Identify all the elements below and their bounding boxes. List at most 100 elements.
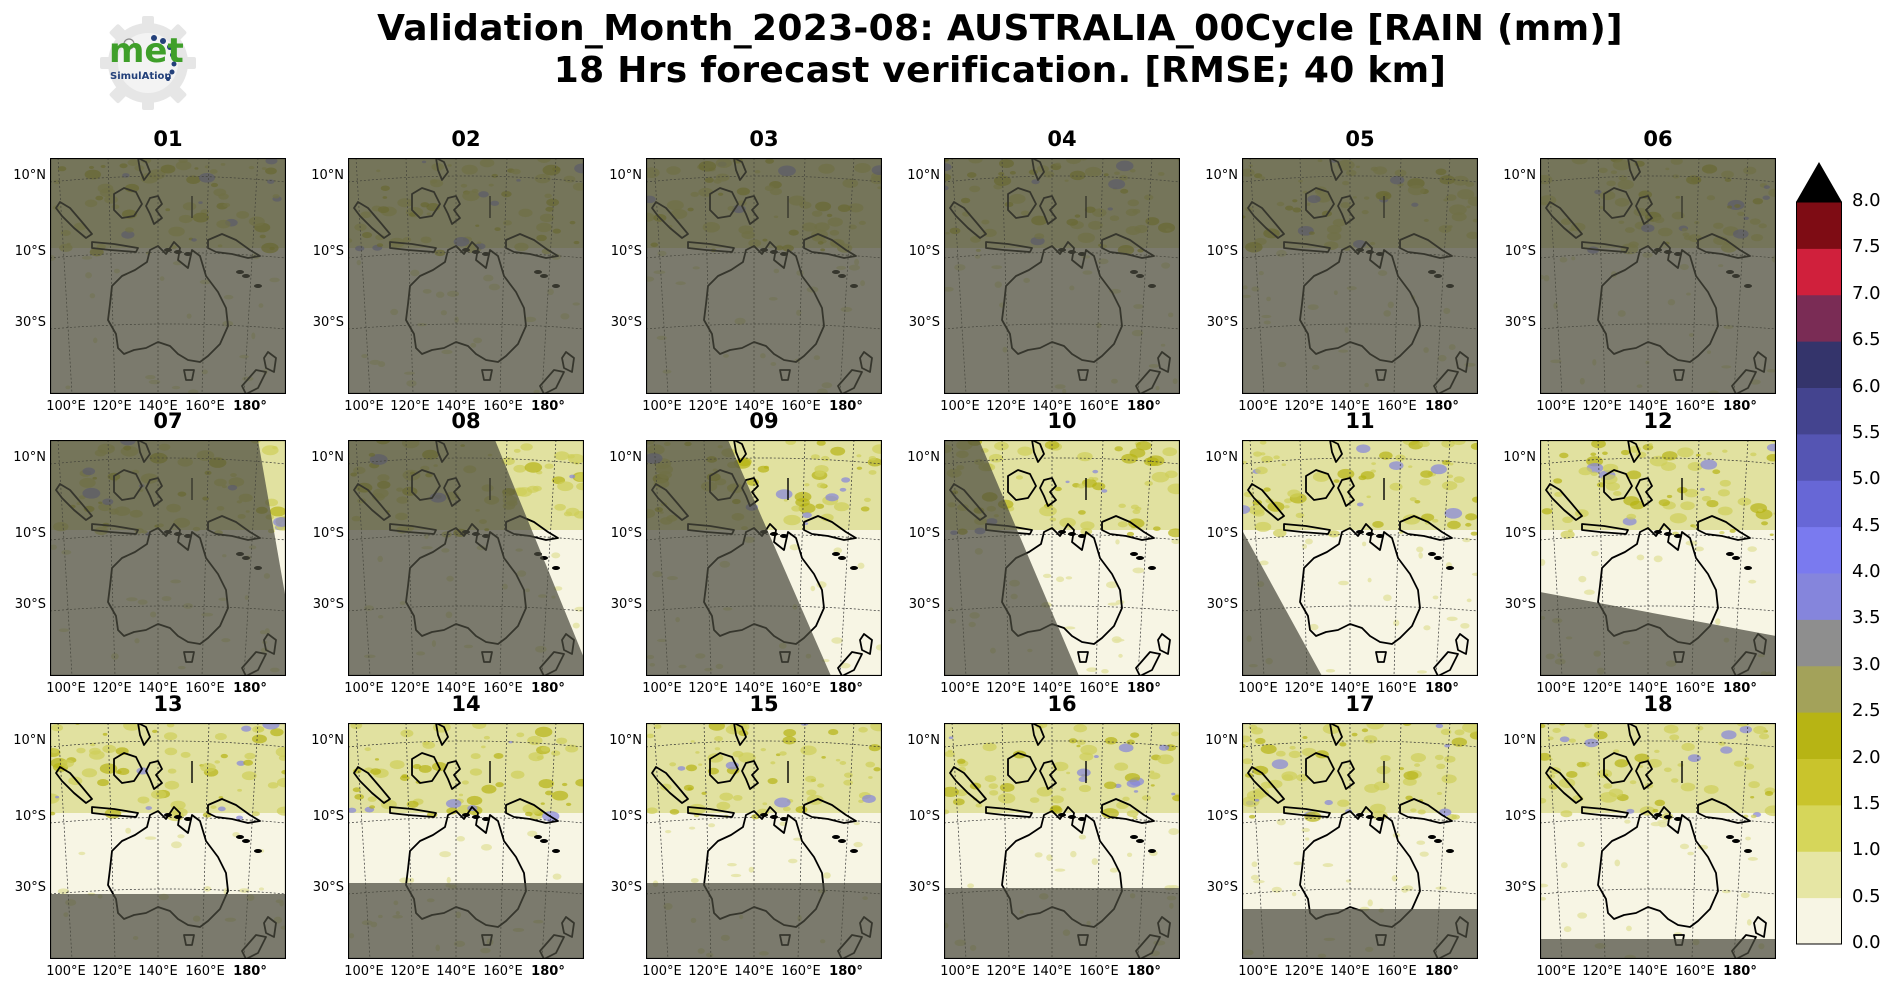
colorbar-segment (1796, 433, 1842, 481)
longitude-label: 140°E (1330, 964, 1370, 979)
map-area (1540, 158, 1776, 394)
longitude-label: 100°E (642, 399, 682, 414)
night-shadow (1540, 592, 1776, 676)
latitude-label: 10°N (1205, 450, 1238, 465)
map-panel: 15 10°N 10°S 30°S 100°E 120°E 140°E 160°E 180° (609, 692, 882, 979)
colorbar-segment (1796, 619, 1842, 667)
map-area (1242, 723, 1478, 959)
longitude-label: 140°E (734, 964, 774, 979)
longitude-label: 140°E (1628, 681, 1668, 696)
latitude-label: 10°N (1205, 168, 1238, 183)
longitude-label: 160°E (483, 964, 523, 979)
latitude-label: 10°N (609, 733, 642, 748)
colorbar-tick-label: 0.5 (1852, 885, 1881, 907)
latitude-label: 10°S (1206, 809, 1238, 824)
panel-title: 11 (1345, 409, 1375, 433)
longitude-label: 120°E (986, 681, 1026, 696)
longitude-label: 180° (233, 681, 267, 696)
latitude-label: 10°N (1503, 733, 1536, 748)
latitude-label: 10°N (609, 168, 642, 183)
latitude-label: 10°N (907, 733, 940, 748)
map-area (348, 158, 584, 394)
longitude-label: 140°E (1628, 964, 1668, 979)
map-field (50, 723, 286, 959)
longitude-label: 140°E (734, 681, 774, 696)
latitude-label: 30°S (1206, 597, 1238, 612)
longitude-label: 160°E (185, 399, 225, 414)
map-panel: 16 10°N 10°S 30°S 100°E 120°E 140°E 160°E 180° (907, 692, 1180, 979)
latitude-label: 10°N (1205, 733, 1238, 748)
tropical-rain-band (348, 723, 584, 813)
latitude-label: 10°S (908, 244, 940, 259)
latitude-label: 10°N (1503, 168, 1536, 183)
longitude-label: 180° (1127, 964, 1161, 979)
logo-text: met (109, 31, 184, 71)
map-area (50, 158, 286, 394)
map-panel: 17 10°N 10°S 30°S 100°E 120°E 140°E 160°E 180° (1205, 692, 1478, 979)
latitude-label: 10°S (908, 809, 940, 824)
latitude-label: 10°S (1504, 526, 1536, 541)
colorbar-tick-label: 5.5 (1852, 421, 1881, 443)
longitude-label: 160°E (1377, 964, 1417, 979)
figure-title-line2: 18 Hrs forecast verification. [RMSE; 40 … (553, 50, 1447, 91)
longitude-label: 100°E (1238, 399, 1278, 414)
map-field (1242, 440, 1478, 676)
colorbar-tick-label: 7.0 (1852, 282, 1881, 304)
longitude-label: 100°E (1238, 681, 1278, 696)
map-panel: 18 10°N 10°S 30°S 100°E 120°E 140°E 160°E 180° (1503, 692, 1776, 979)
panel-title: 17 (1345, 692, 1375, 716)
night-shadow (50, 440, 286, 676)
longitude-label: 100°E (46, 964, 86, 979)
night-shadow (348, 158, 584, 394)
latitude-label: 10°N (907, 168, 940, 183)
colorbar-segment (1796, 341, 1842, 388)
longitude-label: 180° (1127, 681, 1161, 696)
map-panel: 02 10°N 10°S 30°S 100°E 120°E 140°E 160°E 180° (311, 127, 584, 414)
panel-title: 09 (749, 409, 779, 433)
longitude-label: 140°E (436, 681, 476, 696)
map-field (646, 440, 882, 676)
colorbar-tick-label: 6.5 (1852, 329, 1881, 351)
map-field (944, 158, 1180, 394)
colorbar-segment (1796, 248, 1842, 296)
longitude-label: 180° (1127, 399, 1161, 414)
latitude-label: 10°N (609, 450, 642, 465)
latitude-label: 30°S (908, 880, 940, 895)
longitude-label: 100°E (642, 681, 682, 696)
longitude-label: 100°E (344, 964, 384, 979)
latitude-label: 10°S (312, 809, 344, 824)
longitude-label: 120°E (688, 681, 728, 696)
map-field (348, 158, 584, 394)
latitude-label: 10°N (1503, 450, 1536, 465)
logo-subtext: SimulAtion (110, 71, 172, 82)
longitude-label: 160°E (781, 399, 821, 414)
longitude-label: 100°E (46, 681, 86, 696)
tropical-rain-band (646, 723, 882, 813)
latitude-label: 10°N (311, 733, 344, 748)
latitude-label: 10°N (13, 733, 46, 748)
panel-title: 08 (451, 409, 481, 433)
longitude-label: 160°E (1675, 681, 1715, 696)
latitude-label: 10°S (1206, 526, 1238, 541)
longitude-label: 140°E (436, 399, 476, 414)
longitude-label: 180° (1723, 964, 1757, 979)
panel-title: 06 (1643, 127, 1673, 151)
night-shadow (944, 440, 1079, 676)
longitude-label: 160°E (1079, 964, 1119, 979)
latitude-label: 10°S (312, 526, 344, 541)
latitude-label: 10°S (312, 244, 344, 259)
longitude-label: 180° (829, 964, 863, 979)
night-shadow (50, 158, 286, 394)
colorbar-segment (1796, 665, 1842, 713)
night-shadow (50, 894, 286, 959)
longitude-label: 160°E (1079, 399, 1119, 414)
longitude-label: 100°E (46, 399, 86, 414)
gear-logo-icon (100, 16, 196, 110)
colorbar-segment (1796, 202, 1842, 249)
colorbar-segment (1796, 758, 1842, 806)
longitude-label: 160°E (781, 964, 821, 979)
latitude-label: 10°S (14, 809, 46, 824)
map-panel: 09 10°N 10°S 30°S 100°E 120°E 140°E 160°E 180° (609, 409, 882, 696)
longitude-label: 140°E (436, 964, 476, 979)
panel-title: 18 (1643, 692, 1673, 716)
